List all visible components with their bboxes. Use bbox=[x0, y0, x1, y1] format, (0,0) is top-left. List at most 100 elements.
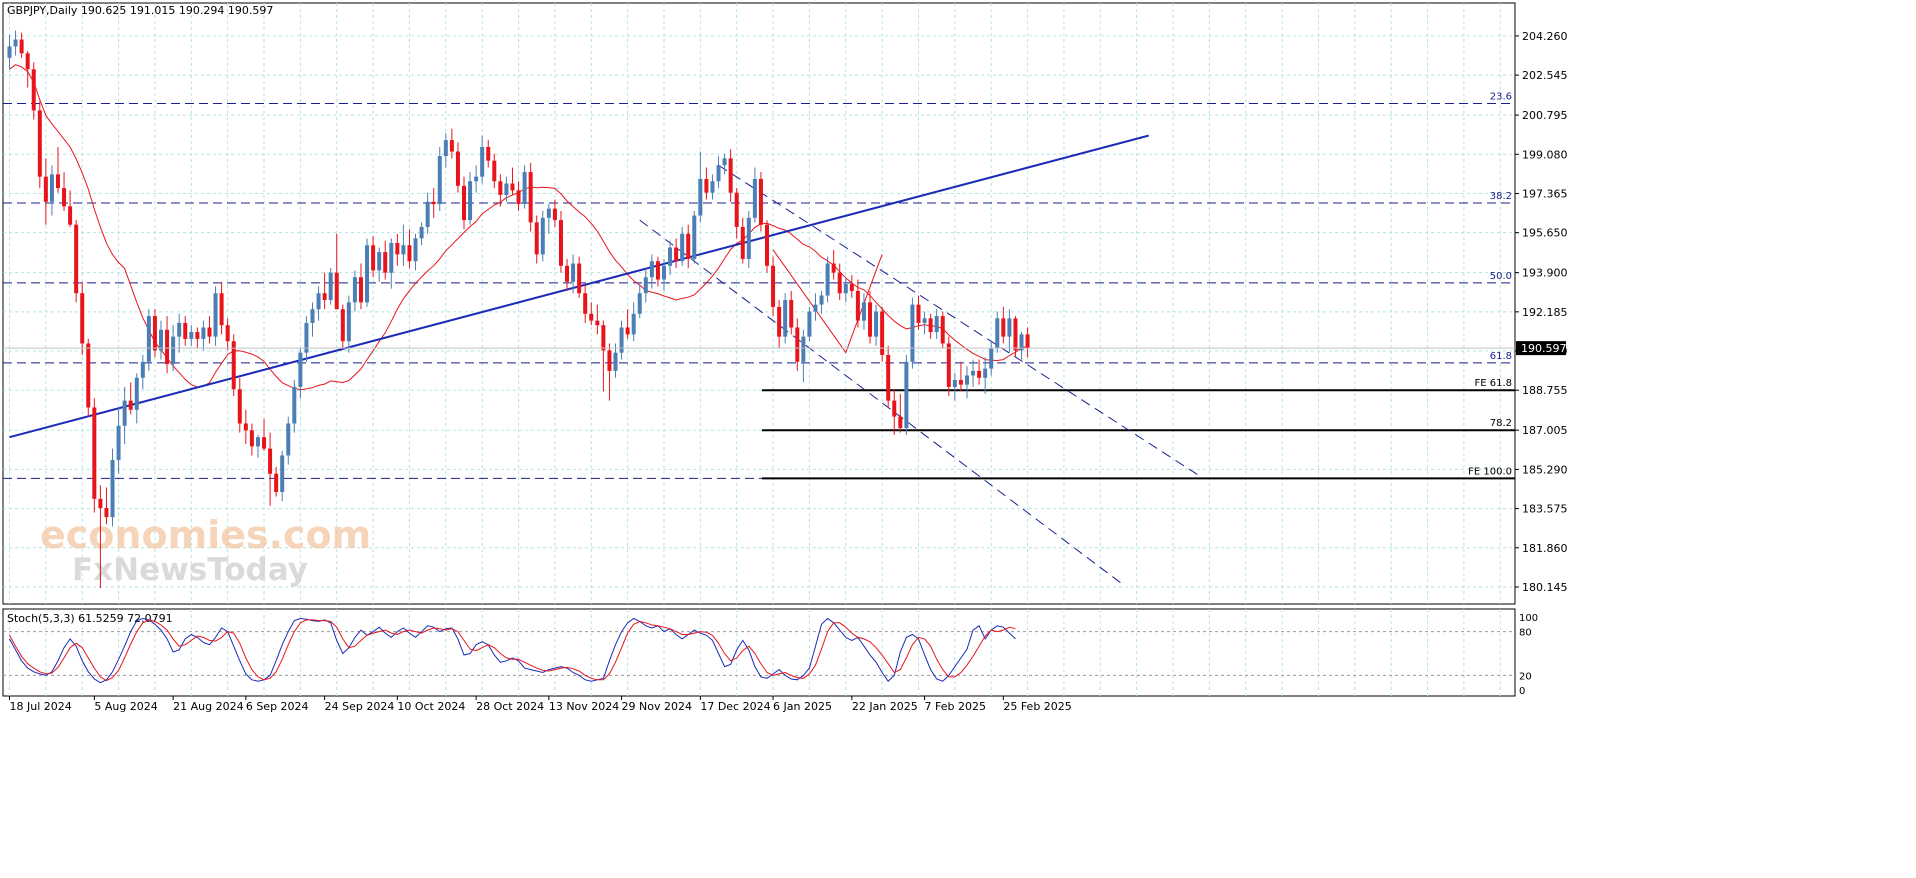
fe-level-label: 78.2 bbox=[1490, 418, 1512, 429]
candle-body bbox=[528, 172, 533, 223]
candle-body bbox=[613, 352, 618, 371]
candle-body bbox=[340, 309, 345, 342]
candle-body bbox=[746, 217, 751, 259]
candle-body bbox=[516, 190, 521, 205]
price-tick-label: 195.650 bbox=[1522, 227, 1568, 240]
candle-body bbox=[134, 377, 139, 410]
fib-level-label: 61.8 bbox=[1490, 351, 1512, 362]
candle-body bbox=[655, 261, 660, 280]
candle-body bbox=[449, 140, 454, 152]
price-tick-label: 188.755 bbox=[1522, 384, 1568, 397]
candle-body bbox=[316, 293, 321, 310]
candle-body bbox=[80, 293, 85, 344]
candle-body bbox=[758, 178, 763, 225]
candle-body bbox=[946, 343, 951, 387]
candle-body bbox=[601, 325, 606, 351]
candle-body bbox=[128, 400, 133, 410]
candle-body bbox=[292, 386, 297, 424]
candle-body bbox=[637, 293, 642, 314]
candle-body bbox=[280, 455, 285, 493]
candle-body bbox=[455, 151, 460, 186]
candle-body bbox=[910, 304, 915, 362]
candle-body bbox=[37, 110, 42, 177]
candle-body bbox=[122, 400, 127, 426]
candle-body bbox=[510, 183, 515, 191]
zigzag-line bbox=[772, 249, 883, 354]
candle-body bbox=[268, 448, 273, 474]
candle-body bbox=[843, 284, 848, 294]
candle-body bbox=[262, 437, 267, 449]
candle-body bbox=[734, 192, 739, 227]
candle-body bbox=[698, 178, 703, 216]
price-tick-label: 181.860 bbox=[1522, 542, 1568, 555]
candle-body bbox=[498, 181, 503, 195]
candle-body bbox=[431, 201, 436, 205]
candle-body bbox=[740, 226, 745, 259]
date-tick-label: 18 Jul 2024 bbox=[10, 700, 72, 713]
candle-body bbox=[934, 316, 939, 333]
candle-body bbox=[98, 498, 103, 509]
date-tick-label: 5 Aug 2024 bbox=[94, 700, 157, 713]
candle-body bbox=[255, 437, 260, 447]
candle-body bbox=[686, 233, 691, 259]
candle-body bbox=[565, 265, 570, 282]
candle-body bbox=[474, 176, 479, 182]
watermark-fxnewstoday: FxNewsToday bbox=[72, 552, 308, 588]
candle-body bbox=[334, 272, 339, 310]
candle-body bbox=[13, 39, 18, 47]
candle-body bbox=[116, 425, 121, 461]
candle-body bbox=[183, 322, 188, 339]
candle-body bbox=[928, 318, 933, 333]
candle-body bbox=[419, 226, 424, 239]
candle-body bbox=[231, 341, 236, 390]
candle-body bbox=[274, 473, 279, 493]
candle-body bbox=[795, 327, 800, 362]
candle-body bbox=[504, 183, 509, 195]
price-tick-label: 185.290 bbox=[1522, 463, 1568, 476]
candle-body bbox=[352, 277, 357, 303]
date-tick-label: 28 Oct 2024 bbox=[476, 700, 544, 713]
candle-body bbox=[92, 407, 97, 499]
candle-body bbox=[1007, 318, 1012, 337]
candle-body bbox=[813, 304, 818, 312]
candle-body bbox=[7, 46, 12, 58]
channel-lower-line bbox=[639, 219, 1125, 587]
candle-body bbox=[904, 361, 909, 429]
candle-body bbox=[680, 233, 685, 262]
candle-body bbox=[552, 208, 557, 221]
candle-body bbox=[486, 146, 491, 161]
price-tick-label: 180.145 bbox=[1522, 581, 1568, 594]
candle-body bbox=[437, 156, 442, 205]
candle-body bbox=[1013, 318, 1018, 351]
candle-body bbox=[631, 313, 636, 335]
candle-body bbox=[692, 215, 697, 259]
candle-body bbox=[365, 245, 370, 303]
candle-body bbox=[643, 277, 648, 294]
stoch-axis-label: 20 bbox=[1519, 671, 1532, 682]
candle-body bbox=[195, 332, 200, 339]
candle-body bbox=[401, 245, 406, 255]
date-tick-label: 7 Feb 2025 bbox=[925, 700, 986, 713]
stochastic-panel-frame bbox=[2, 608, 1516, 697]
candle-body bbox=[728, 158, 733, 193]
price-tick-label: 204.260 bbox=[1522, 30, 1568, 43]
candle-body bbox=[19, 39, 24, 54]
candle-body bbox=[940, 316, 945, 344]
candle-body bbox=[304, 322, 309, 353]
candle-body bbox=[837, 272, 842, 294]
fe-level-label: FE 100.0 bbox=[1468, 466, 1512, 477]
candle-body bbox=[752, 178, 757, 218]
candle-body bbox=[371, 245, 376, 271]
price-tick-label: 187.005 bbox=[1522, 424, 1568, 437]
candle-body bbox=[971, 370, 976, 376]
candle-body bbox=[383, 252, 388, 273]
candle-body bbox=[49, 174, 54, 202]
current-price-label: 190.597 bbox=[1521, 342, 1567, 355]
candle-body bbox=[286, 423, 291, 456]
date-tick-label: 24 Sep 2024 bbox=[325, 700, 395, 713]
fib-level-label: 23.6 bbox=[1490, 92, 1512, 103]
date-tick-label: 22 Jan 2025 bbox=[852, 700, 918, 713]
watermark-economies: economies.com bbox=[40, 513, 371, 557]
date-tick-label: 6 Jan 2025 bbox=[773, 700, 832, 713]
candle-body bbox=[322, 293, 327, 301]
